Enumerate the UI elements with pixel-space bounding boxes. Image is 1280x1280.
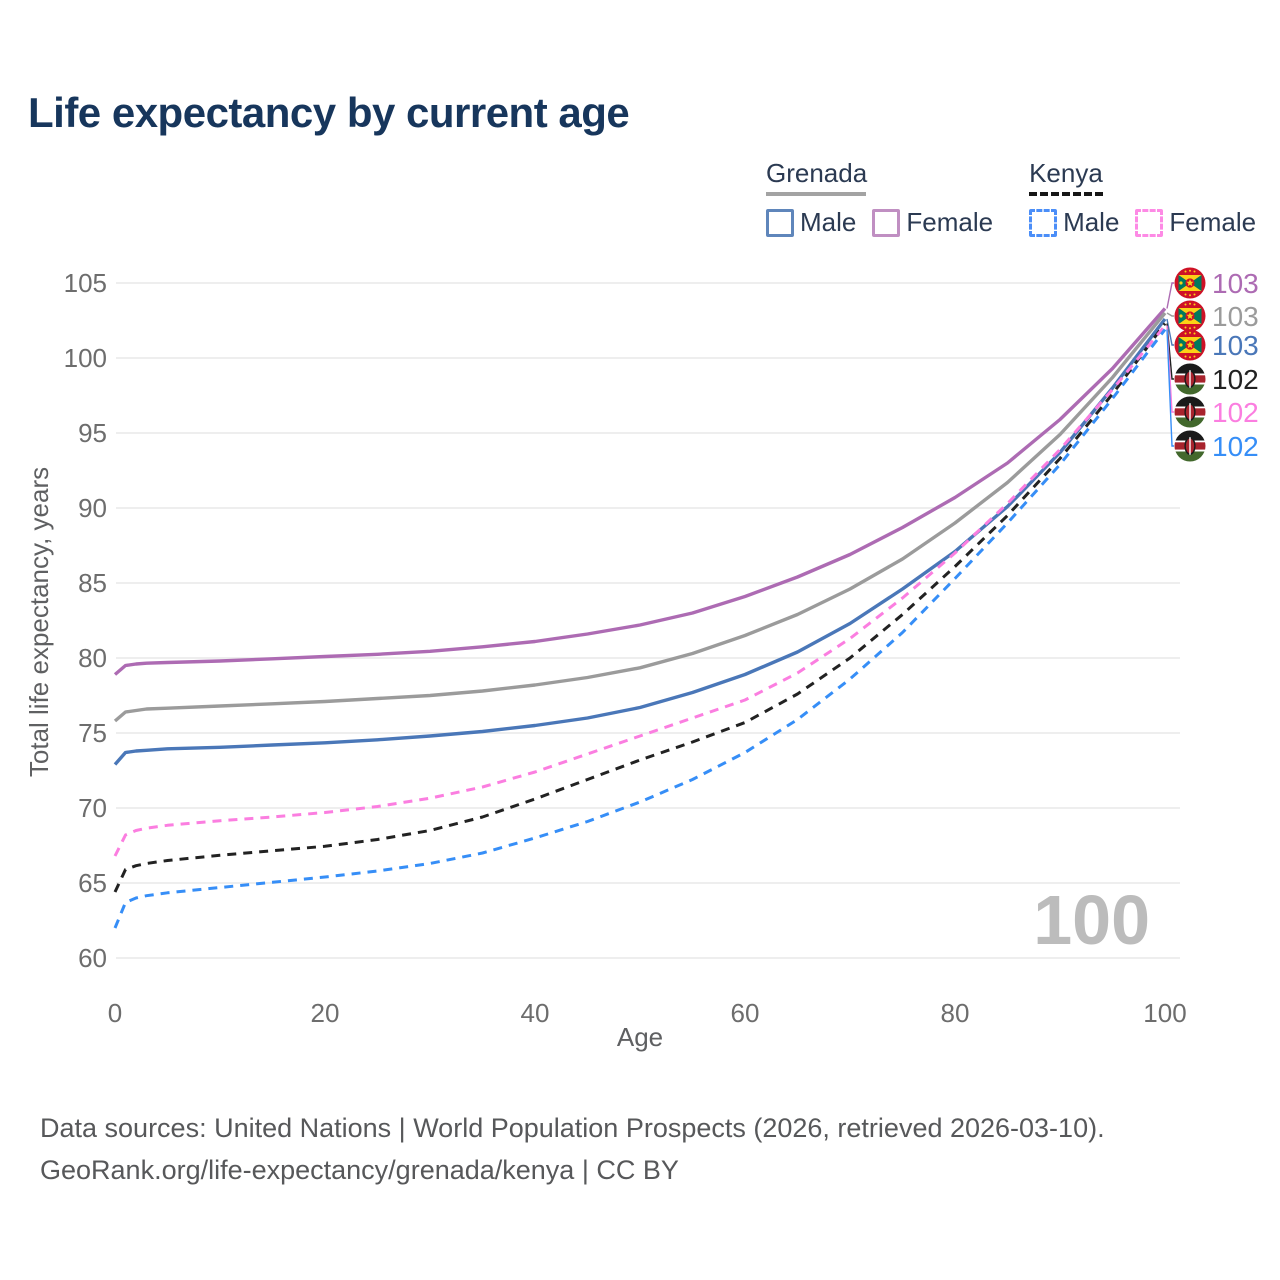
- end-label-leader: [1166, 318, 1174, 346]
- gridlines: [116, 282, 1180, 959]
- kenya-female-swatch-icon: [1135, 208, 1164, 237]
- y-tick-label: 90: [78, 493, 107, 523]
- series-line-kenya-both-sexes[interactable]: [113, 322, 1167, 893]
- y-tick-label: 70: [78, 793, 107, 823]
- x-axis-title: Age: [617, 1022, 663, 1052]
- legend-item-label: Female: [1169, 207, 1257, 237]
- legend-kenya-line-sample: [1029, 192, 1104, 196]
- age-watermark: 100: [1033, 881, 1150, 959]
- series-line-grenada-female[interactable]: [113, 307, 1167, 676]
- y-axis-title: Total life expectancy, years: [24, 467, 54, 777]
- footer: Data sources: United Nations | World Pop…: [40, 1108, 1105, 1192]
- kenya-flag-icon: [1174, 363, 1206, 395]
- grenada-flag-icon: [1174, 267, 1206, 299]
- legend-group-kenya-title[interactable]: Kenya: [1029, 158, 1103, 188]
- grenada-female-swatch-icon: [872, 208, 901, 237]
- legend-group-grenada: Grenada Male Female: [766, 160, 993, 238]
- legend-grenada-line-sample: [766, 192, 866, 196]
- y-tick-label: 100: [64, 343, 107, 373]
- end-label-leader: [1166, 312, 1174, 317]
- legend-group-kenya: Kenya Male Female: [1029, 160, 1256, 238]
- series-line-grenada-both-sexes[interactable]: [113, 311, 1167, 723]
- legend-item-kenya-female[interactable]: Female: [1135, 207, 1256, 238]
- legend: Grenada Male Female Kenya Male Female: [766, 160, 1256, 238]
- legend-item-grenada-female[interactable]: Female: [872, 207, 993, 238]
- page-title: Life expectancy by current age: [28, 89, 630, 136]
- end-label-leader: [1166, 329, 1174, 447]
- legend-item-kenya-male[interactable]: Male: [1029, 207, 1119, 238]
- grenada-male-swatch-icon: [766, 208, 794, 237]
- footer-url-line[interactable]: GeoRank.org/life-expectancy/grenada/keny…: [40, 1154, 679, 1185]
- x-axis-tick-labels: 0 20 40 60 80 100: [108, 998, 1187, 1028]
- y-tick-label: 60: [78, 943, 107, 973]
- y-axis-tick-labels: 60 65 70 75 80 85 90 95 100 105: [64, 268, 107, 973]
- x-tick-label: 100: [1143, 998, 1186, 1028]
- series-lines: [113, 307, 1167, 929]
- end-value-label-kenya-female: 102: [1212, 397, 1259, 428]
- end-value-label-kenya-both-sexes: 102: [1212, 364, 1259, 395]
- grenada-flag-icon: [1174, 300, 1206, 332]
- y-tick-label: 85: [78, 568, 107, 598]
- y-tick-label: 80: [78, 643, 107, 673]
- x-tick-label: 20: [311, 998, 340, 1028]
- legend-item-label: Male: [800, 207, 857, 237]
- end-value-label-grenada-female: 103: [1212, 268, 1259, 299]
- x-tick-label: 60: [731, 998, 760, 1028]
- x-tick-label: 40: [521, 998, 550, 1028]
- x-tick-label: 80: [941, 998, 970, 1028]
- kenya-male-swatch-icon: [1029, 208, 1058, 237]
- grenada-flag-icon: [1174, 329, 1206, 361]
- y-tick-label: 65: [78, 868, 107, 898]
- series-line-kenya-female[interactable]: [113, 324, 1167, 857]
- kenya-flag-icon: [1174, 430, 1206, 462]
- end-value-label-kenya-male: 102: [1212, 431, 1259, 462]
- legend-group-grenada-title[interactable]: Grenada: [766, 158, 868, 188]
- x-tick-label: 0: [108, 998, 122, 1028]
- y-tick-label: 105: [64, 268, 107, 298]
- y-tick-label: 95: [78, 418, 107, 448]
- legend-item-grenada-male[interactable]: Male: [766, 207, 856, 238]
- legend-item-label: Male: [1063, 207, 1120, 237]
- footer-sources-line: Data sources: United Nations | World Pop…: [40, 1113, 1105, 1143]
- end-value-label-grenada-male: 103: [1212, 330, 1259, 361]
- series-line-kenya-male[interactable]: [113, 328, 1167, 929]
- legend-item-label: Female: [906, 207, 994, 237]
- kenya-flag-icon: [1174, 396, 1206, 428]
- y-tick-label: 75: [78, 718, 107, 748]
- series-line-grenada-male[interactable]: [113, 317, 1167, 766]
- end-label-leader: [1166, 282, 1174, 309]
- end-label-leader: [1166, 323, 1174, 380]
- end-value-label-grenada-both-sexes: 103: [1212, 301, 1259, 332]
